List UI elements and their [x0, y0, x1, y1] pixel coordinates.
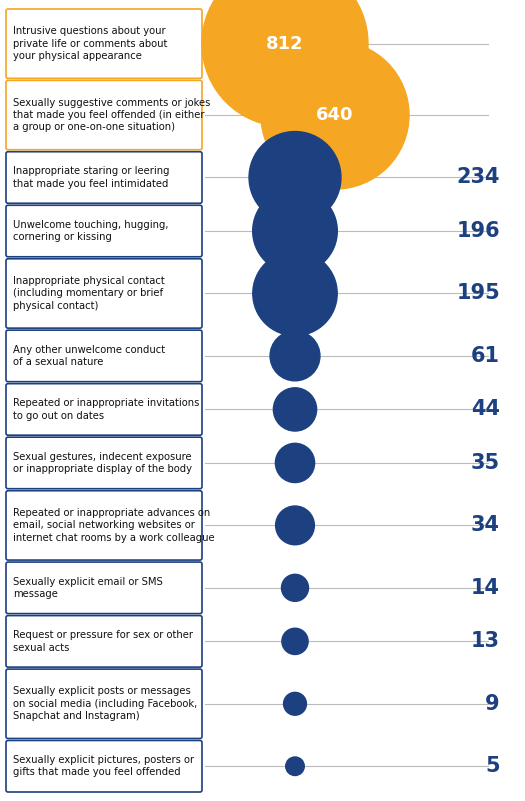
Text: Any other unwelcome conduct
of a sexual nature: Any other unwelcome conduct of a sexual …	[13, 344, 165, 367]
Text: 61: 61	[471, 346, 500, 366]
Circle shape	[284, 692, 307, 715]
Text: Sexually suggestive comments or jokes
that made you feel offended (in either
a g: Sexually suggestive comments or jokes th…	[13, 98, 211, 132]
Text: 9: 9	[486, 694, 500, 714]
Circle shape	[249, 131, 341, 223]
Text: Sexually explicit pictures, posters or
gifts that made you feel offended: Sexually explicit pictures, posters or g…	[13, 755, 194, 778]
Circle shape	[270, 331, 320, 380]
Circle shape	[253, 189, 337, 273]
Text: Repeated or inappropriate advances on
email, social networking websites or
inter: Repeated or inappropriate advances on em…	[13, 508, 215, 543]
Text: 812: 812	[266, 34, 304, 53]
Text: Sexual gestures, indecent exposure
or inappropriate display of the body: Sexual gestures, indecent exposure or in…	[13, 452, 192, 474]
FancyBboxPatch shape	[6, 151, 202, 203]
FancyBboxPatch shape	[6, 437, 202, 489]
Text: 14: 14	[471, 578, 500, 598]
Circle shape	[202, 0, 368, 127]
Text: Request or pressure for sex or other
sexual acts: Request or pressure for sex or other sex…	[13, 630, 193, 653]
Text: 44: 44	[471, 400, 500, 420]
Text: Inappropriate physical contact
(including momentary or brief
physical contact): Inappropriate physical contact (includin…	[13, 276, 165, 311]
FancyBboxPatch shape	[6, 330, 202, 381]
Text: Sexually explicit email or SMS
message: Sexually explicit email or SMS message	[13, 577, 163, 599]
FancyBboxPatch shape	[6, 616, 202, 667]
Text: 35: 35	[471, 453, 500, 473]
FancyBboxPatch shape	[6, 9, 202, 78]
Text: Intrusive questions about your
private life or comments about
your physical appe: Intrusive questions about your private l…	[13, 26, 167, 61]
Circle shape	[286, 757, 304, 775]
Circle shape	[282, 628, 308, 654]
FancyBboxPatch shape	[6, 562, 202, 614]
FancyBboxPatch shape	[6, 491, 202, 560]
Text: Unwelcome touching, hugging,
cornering or kissing: Unwelcome touching, hugging, cornering o…	[13, 219, 169, 242]
Circle shape	[276, 443, 314, 482]
Text: 195: 195	[456, 284, 500, 304]
Text: 196: 196	[456, 221, 500, 241]
FancyBboxPatch shape	[6, 384, 202, 435]
Circle shape	[261, 41, 409, 189]
FancyBboxPatch shape	[6, 669, 202, 739]
Circle shape	[274, 388, 317, 431]
Text: Sexually explicit posts or messages
on social media (including Facebook,
Snapcha: Sexually explicit posts or messages on s…	[13, 686, 197, 721]
Text: Inappropriate staring or leering
that made you feel intimidated: Inappropriate staring or leering that ma…	[13, 167, 170, 189]
FancyBboxPatch shape	[6, 259, 202, 328]
Circle shape	[281, 574, 309, 602]
Circle shape	[276, 506, 314, 545]
FancyBboxPatch shape	[6, 740, 202, 792]
FancyBboxPatch shape	[6, 205, 202, 257]
Text: 640: 640	[316, 106, 354, 124]
Text: Repeated or inappropriate invitations
to go out on dates: Repeated or inappropriate invitations to…	[13, 398, 200, 421]
Text: 13: 13	[471, 631, 500, 651]
Text: 234: 234	[457, 167, 500, 187]
Text: 5: 5	[486, 756, 500, 776]
Text: 34: 34	[471, 515, 500, 535]
Circle shape	[253, 252, 337, 336]
FancyBboxPatch shape	[6, 80, 202, 150]
